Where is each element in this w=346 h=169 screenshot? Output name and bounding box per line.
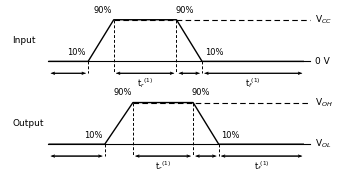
Text: 90%: 90% [113, 88, 132, 97]
Text: t$_r$$^{(1)}$: t$_r$$^{(1)}$ [137, 76, 153, 90]
Text: 10%: 10% [204, 48, 223, 57]
Text: 0 V: 0 V [315, 57, 329, 66]
Text: 90%: 90% [175, 6, 194, 15]
Text: t$_f$$^{(1)}$: t$_f$$^{(1)}$ [254, 159, 270, 169]
Text: t$_f$$^{(1)}$: t$_f$$^{(1)}$ [245, 76, 261, 90]
Text: 10%: 10% [221, 131, 240, 140]
Text: V$_{CC}$: V$_{CC}$ [315, 14, 332, 26]
Text: V$_{OH}$: V$_{OH}$ [315, 96, 333, 109]
Text: 10%: 10% [67, 48, 85, 57]
Text: 90%: 90% [192, 88, 210, 97]
Text: Output: Output [12, 119, 44, 128]
Text: V$_{OL}$: V$_{OL}$ [315, 138, 331, 150]
Text: t$_r$$^{(1)}$: t$_r$$^{(1)}$ [155, 159, 171, 169]
Text: 10%: 10% [84, 131, 102, 140]
Text: Input: Input [12, 36, 36, 45]
Text: 90%: 90% [94, 6, 112, 15]
